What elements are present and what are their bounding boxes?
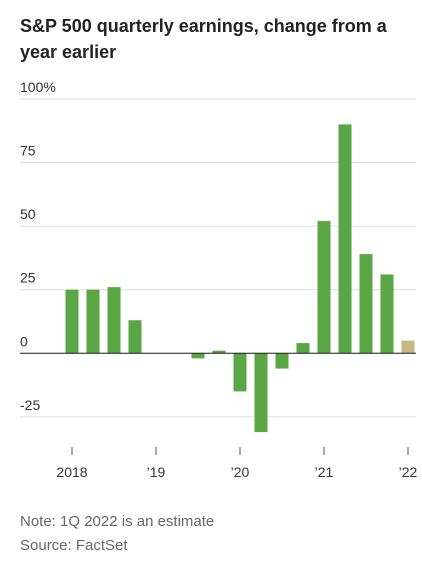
bar [317,221,331,354]
bar [65,289,79,354]
bar [212,350,226,354]
bar [86,289,100,354]
bar [275,353,289,369]
bar [107,287,121,354]
y-tick-label: -25 [20,397,40,413]
x-tick-label: 2018 [56,464,87,480]
note: Note: 1Q 2022 is an estimate [20,513,214,530]
bar [296,343,310,354]
x-tick-label: ’22 [399,464,418,480]
x-tick-label: ’21 [315,464,334,480]
y-tick-label: 50 [20,206,36,222]
x-tick-label: ’19 [147,464,166,480]
y-tick-label: 0 [20,333,28,349]
y-tick-label: 100% [20,79,56,95]
bar [254,353,268,433]
x-tick-label: ’20 [231,464,250,480]
source: Source: FactSet [20,537,128,554]
y-tick-label: 75 [20,143,36,159]
bar [401,340,415,354]
y-tick-label: 25 [20,270,36,286]
bar [191,353,205,359]
bar [380,274,394,354]
bar [128,320,142,354]
chart-title: S&P 500 quarterly earnings, change from … [20,16,388,36]
bar [233,353,247,392]
chart-title: year earlier [20,42,116,62]
bar [359,254,373,354]
bar [338,124,352,354]
